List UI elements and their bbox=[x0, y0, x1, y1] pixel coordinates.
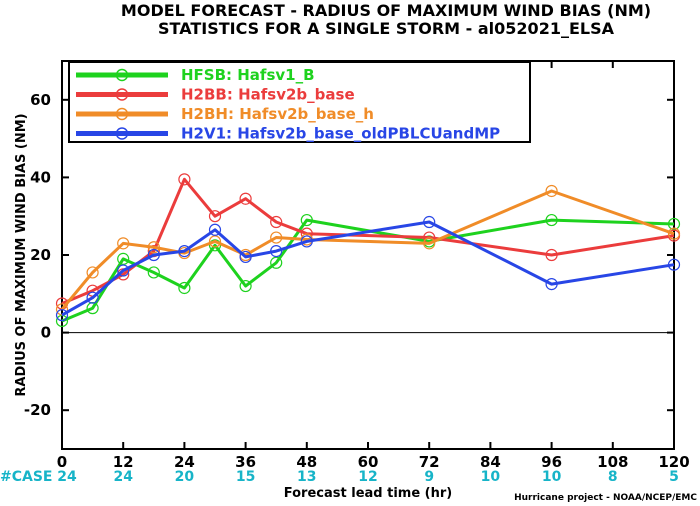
series-1-point-6 bbox=[239, 192, 252, 205]
x-tick-label-9: 108 bbox=[597, 453, 628, 471]
series-line-3 bbox=[61, 220, 675, 317]
series-3-point-8 bbox=[300, 235, 313, 248]
series-2-point-2 bbox=[117, 237, 130, 250]
case-count-10: 5 bbox=[669, 469, 679, 485]
x-tick-label-8: 96 bbox=[541, 453, 562, 471]
series-0-point-7 bbox=[270, 256, 283, 269]
case-count-7: 10 bbox=[481, 469, 501, 485]
series-2-point-1 bbox=[86, 266, 99, 279]
x-tick-label-3: 36 bbox=[235, 453, 256, 471]
legend-label-2: H2BH: Hafsv2b_base_h bbox=[181, 105, 374, 123]
series-0-point-4 bbox=[178, 281, 191, 295]
series-2-point-7 bbox=[270, 231, 283, 244]
series-0-point-11 bbox=[667, 217, 681, 231]
series-3-point-11 bbox=[667, 258, 681, 271]
series-1-point-4 bbox=[178, 173, 191, 186]
y-tick-label-4: 60 bbox=[30, 91, 51, 109]
series-2-point-5 bbox=[208, 235, 222, 248]
chart-title-line-1: MODEL FORECAST - RADIUS OF MAXIMUM WIND … bbox=[121, 1, 651, 20]
y-tick-label-0: -20 bbox=[24, 401, 51, 419]
series-0-point-2 bbox=[117, 252, 130, 265]
x-tick-label-1: 12 bbox=[113, 453, 134, 471]
x-tick-label-2: 24 bbox=[174, 453, 195, 471]
series-1-point-7 bbox=[270, 215, 283, 229]
series-3-point-0 bbox=[55, 309, 69, 322]
x-tick-label-4: 48 bbox=[296, 453, 317, 471]
legend-label-0: HFSB: Hafsv1_B bbox=[181, 66, 315, 84]
case-counts: 24 24 20 15 13 12 9 10 10 8 5 bbox=[57, 469, 679, 485]
series-1-point-5 bbox=[208, 210, 222, 223]
series-0-point-10 bbox=[545, 213, 558, 227]
case-count-4: 13 bbox=[297, 469, 316, 485]
y-axis-label: RADIUS OF MAXIMUM WIND BIAS (NM) bbox=[14, 113, 29, 396]
series-3-point-6 bbox=[239, 250, 252, 264]
y-tick-label-3: 40 bbox=[30, 168, 51, 186]
series-layer bbox=[55, 173, 681, 328]
case-count-label: #CASE bbox=[0, 469, 53, 485]
series-3-point-2 bbox=[117, 264, 130, 277]
y-tick-label-1: 0 bbox=[41, 324, 51, 342]
series-3-point-7 bbox=[270, 245, 283, 258]
series-3-point-3 bbox=[147, 248, 160, 262]
series-3-point-4 bbox=[178, 245, 191, 258]
case-count-6: 9 bbox=[424, 469, 434, 485]
case-count-2: 20 bbox=[175, 469, 195, 485]
series-0-point-0 bbox=[55, 314, 69, 328]
series-2-point-9 bbox=[423, 237, 436, 250]
case-count-8: 10 bbox=[542, 469, 562, 485]
case-count-9: 8 bbox=[608, 469, 618, 485]
legend-label-3: H2V1: Hafsv2b_base_oldPBLCUandMP bbox=[181, 125, 500, 143]
x-tick-label-6: 72 bbox=[419, 453, 440, 471]
x-tick-label-0: 0 bbox=[57, 453, 67, 471]
legend-marker-2 bbox=[115, 107, 129, 121]
legend-marker-1 bbox=[115, 88, 129, 101]
credit-text: Hurricane project - NOAA/NCEP/EMC bbox=[514, 493, 697, 503]
legend-marker-0 bbox=[115, 68, 129, 82]
series-0-point-3 bbox=[147, 266, 160, 279]
x-axis-label: Forecast lead time (hr) bbox=[284, 486, 452, 501]
series-2-point-3 bbox=[147, 241, 160, 254]
series-line-2 bbox=[60, 189, 675, 311]
legend-label-1: H2BB: Hafsv2b_base bbox=[181, 86, 355, 104]
series-line-0 bbox=[61, 218, 675, 323]
case-count-3: 15 bbox=[236, 469, 255, 485]
case-count-0: 24 bbox=[57, 469, 77, 485]
x-tick-label-7: 84 bbox=[480, 453, 501, 471]
series-2-point-10 bbox=[545, 184, 558, 198]
series-3-point-9 bbox=[423, 215, 436, 229]
series-0-point-8 bbox=[300, 213, 313, 227]
series-3-point-1 bbox=[86, 291, 99, 304]
chart-title-line-2: STATISTICS FOR A SINGLE STORM - al052021… bbox=[158, 19, 615, 38]
y-tick-label-2: 20 bbox=[30, 246, 51, 264]
case-count-1: 24 bbox=[113, 469, 133, 485]
x-tick-label-10: 120 bbox=[658, 453, 689, 471]
series-2-point-11 bbox=[667, 227, 681, 240]
x-tick-label-5: 60 bbox=[358, 453, 379, 471]
series-0-point-6 bbox=[239, 279, 252, 293]
series-3-point-10 bbox=[545, 278, 558, 291]
series-3-point-5 bbox=[208, 223, 222, 236]
series-1-point-10 bbox=[545, 248, 558, 262]
case-count-5: 12 bbox=[358, 469, 377, 485]
legend-marker-3 bbox=[115, 127, 129, 140]
